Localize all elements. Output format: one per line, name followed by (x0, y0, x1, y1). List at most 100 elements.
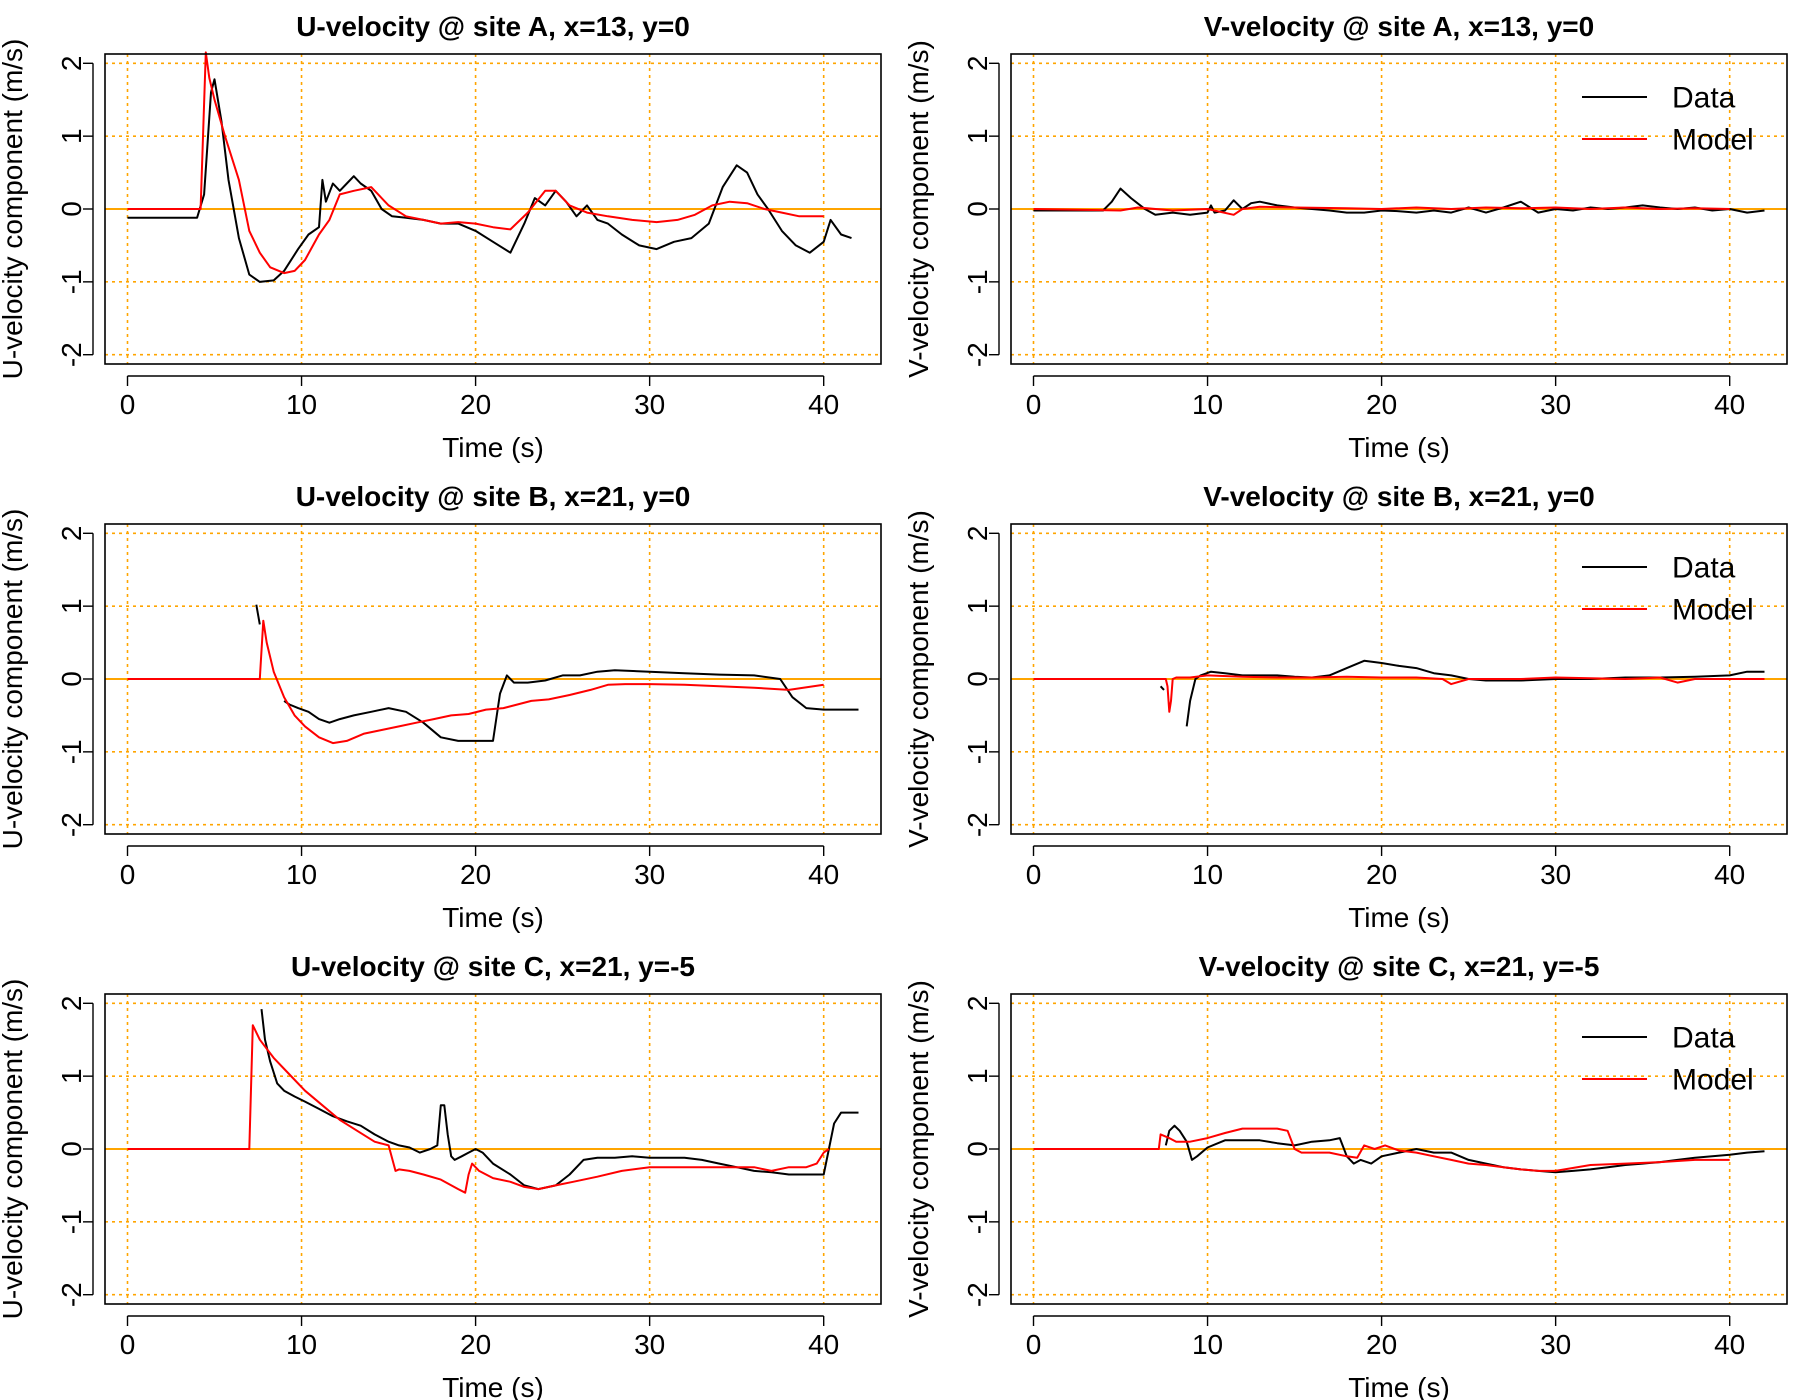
chart-3-y-tick-label: -1 (56, 739, 87, 764)
chart-3-plot-frame (104, 523, 882, 835)
chart-4-x-tick-label: 10 (1192, 859, 1223, 890)
chart-4-y-tick-label: 1 (962, 598, 993, 614)
chart-4-x-tick-label: 20 (1366, 859, 1397, 890)
chart-3-x-tick-label: 40 (808, 859, 839, 890)
chart-1-y-tick-label: -1 (56, 269, 87, 294)
chart-2-y-tick-label: 1 (962, 128, 993, 144)
chart-3-y-tick-label: -2 (56, 812, 87, 837)
chart-6-x-axis-label: Time (s) (1348, 1372, 1450, 1400)
chart-2-legend: Data Model (1582, 82, 1754, 157)
chart-2-y-axis-label: V-velocity component (m/s) (903, 40, 934, 378)
chart-1-plot-frame (104, 53, 882, 365)
chart-6-y-tick-label: -2 (962, 1282, 993, 1307)
chart-5-x-axis-label: Time (s) (442, 1372, 544, 1400)
chart-1-y-tick-label: 2 (56, 56, 87, 72)
chart-3-y-axis-label: U-velocity component (m/s) (0, 509, 28, 850)
chart-3-y-axis: -2 -1 0 1 2 U-velocity component (m/s) (0, 509, 94, 850)
chart-3-series-data-line (255, 604, 261, 625)
chart-1-y-tick-label: 0 (56, 201, 87, 217)
chart-2-y-tick-label: 0 (962, 201, 993, 217)
chart-5-y-tick-label: 2 (56, 996, 87, 1012)
chart-5: 0 10 20 30 40 Time (s) -2 -1 0 1 2 U-velocity compo… (0, 951, 882, 1400)
chart-3-x-tick-label: 30 (634, 859, 665, 890)
chart-6-x-tick-label: 40 (1714, 1329, 1745, 1360)
chart-6-y-axis-label: V-velocity component (m/s) (903, 980, 934, 1318)
chart-1-x-tick-label: 30 (634, 389, 665, 420)
chart-6-y-tick-label: 2 (962, 996, 993, 1012)
chart-2-series-model-line (1033, 205, 1730, 216)
chart-1-x-tick-label: 20 (460, 389, 491, 420)
chart-5-y-axis-label: U-velocity component (m/s) (0, 979, 28, 1320)
chart-2-y-tick-label: -1 (962, 269, 993, 294)
chart-6-y-tick-label: 1 (962, 1068, 993, 1084)
chart-3-y-tick-label: 2 (56, 526, 87, 542)
chart-6-x-axis: 0 10 20 30 40 Time (s) (1026, 1315, 1745, 1400)
chart-3-series-data-line (283, 669, 859, 742)
chart-2-x-axis: 0 10 20 30 40 Time (s) (1026, 375, 1745, 463)
chart-4-series-data-line (1185, 659, 1765, 727)
chart-2-plot-frame (1010, 53, 1788, 365)
chart-3-title: U-velocity @ site B, x=21, y=0 (296, 481, 691, 512)
chart-2-y-axis: -2 -1 0 1 2 V-velocity component (m/s) (903, 40, 1000, 378)
chart-5-y-tick-label: 1 (56, 1068, 87, 1084)
chart-6-y-tick-label: -1 (962, 1209, 993, 1234)
chart-2-x-tick-label: 10 (1192, 389, 1223, 420)
chart-3-x-tick-label: 10 (286, 859, 317, 890)
chart-6-x-tick-label: 20 (1366, 1329, 1397, 1360)
chart-2-legend-label-data: Data (1672, 82, 1736, 115)
chart-4: 0 10 20 30 40 Time (s) -2 -1 0 1 2 V-velocity compo… (903, 481, 1788, 933)
chart-1-x-tick-label: 40 (808, 389, 839, 420)
chart-5-series-model-line (127, 1024, 830, 1194)
chart-3-y-tick-label: 0 (56, 671, 87, 687)
chart-4-series-model-line (1033, 674, 1765, 713)
chart-3-x-axis: 0 10 20 30 40 Time (s) (120, 845, 839, 933)
chart-4-y-tick-label: -2 (962, 812, 993, 837)
chart-2-x-tick-label: 40 (1714, 389, 1745, 420)
chart-4-legend-label-model: Model (1672, 594, 1754, 627)
chart-5-x-tick-label: 20 (460, 1329, 491, 1360)
chart-1-series-data-line (127, 78, 852, 283)
chart-3-y-tick-label: 1 (56, 598, 87, 614)
chart-1-y-tick-label: -2 (56, 342, 87, 367)
chart-6-title: V-velocity @ site C, x=21, y=-5 (1199, 951, 1600, 982)
chart-2: 0 10 20 30 40 Time (s) -2 -1 0 1 2 V-velocity compo… (903, 11, 1788, 463)
chart-6-legend: Data Model (1582, 1022, 1754, 1097)
chart-2-series-data-line (1033, 187, 1765, 216)
chart-6-series-model-line (1033, 1127, 1730, 1172)
chart-5-y-tick-label: -1 (56, 1209, 87, 1234)
chart-1-y-tick-label: 1 (56, 128, 87, 144)
chart-4-x-tick-label: 30 (1540, 859, 1571, 890)
chart-3-series-model-line (127, 619, 824, 745)
chart-5-x-tick-label: 40 (808, 1329, 839, 1360)
chart-1-series-model-line (127, 51, 824, 275)
chart-3-x-axis-label: Time (s) (442, 902, 544, 933)
chart-6-legend-label-data: Data (1672, 1022, 1736, 1055)
chart-6-x-tick-label: 30 (1540, 1329, 1571, 1360)
chart-1-title: U-velocity @ site A, x=13, y=0 (296, 11, 690, 42)
chart-6-x-tick-label: 0 (1026, 1329, 1042, 1360)
chart-1: 0 10 20 30 40 Time (s) -2 -1 0 1 2 U-velocity compo… (0, 11, 882, 463)
chart-2-title: V-velocity @ site A, x=13, y=0 (1204, 11, 1594, 42)
chart-4-y-tick-label: -1 (962, 739, 993, 764)
chart-4-x-axis-label: Time (s) (1348, 902, 1450, 933)
chart-5-y-tick-label: -2 (56, 1282, 87, 1307)
chart-2-x-tick-label: 20 (1366, 389, 1397, 420)
chart-1-y-axis: -2 -1 0 1 2 U-velocity component (m/s) (0, 39, 94, 380)
chart-5-series-data-line (260, 1008, 859, 1191)
chart-5-title: U-velocity @ site C, x=21, y=-5 (291, 951, 695, 982)
chart-3-x-tick-label: 20 (460, 859, 491, 890)
chart-6-x-tick-label: 10 (1192, 1329, 1223, 1360)
chart-1-y-axis-label: U-velocity component (m/s) (0, 39, 28, 380)
chart-6-y-axis: -2 -1 0 1 2 V-velocity component (m/s) (903, 980, 1000, 1318)
chart-6-legend-label-model: Model (1672, 1064, 1754, 1097)
chart-4-series-data-line (1159, 685, 1165, 691)
chart-4-title: V-velocity @ site B, x=21, y=0 (1203, 481, 1595, 512)
chart-6: 0 10 20 30 40 Time (s) -2 -1 0 1 2 V-velocity compo… (903, 951, 1788, 1400)
chart-4-y-axis: -2 -1 0 1 2 V-velocity component (m/s) (903, 510, 1000, 848)
chart-4-y-tick-label: 2 (962, 526, 993, 542)
chart-5-x-tick-label: 30 (634, 1329, 665, 1360)
chart-4-x-tick-label: 0 (1026, 859, 1042, 890)
chart-4-legend-label-data: Data (1672, 552, 1736, 585)
chart-2-legend-label-model: Model (1672, 124, 1754, 157)
